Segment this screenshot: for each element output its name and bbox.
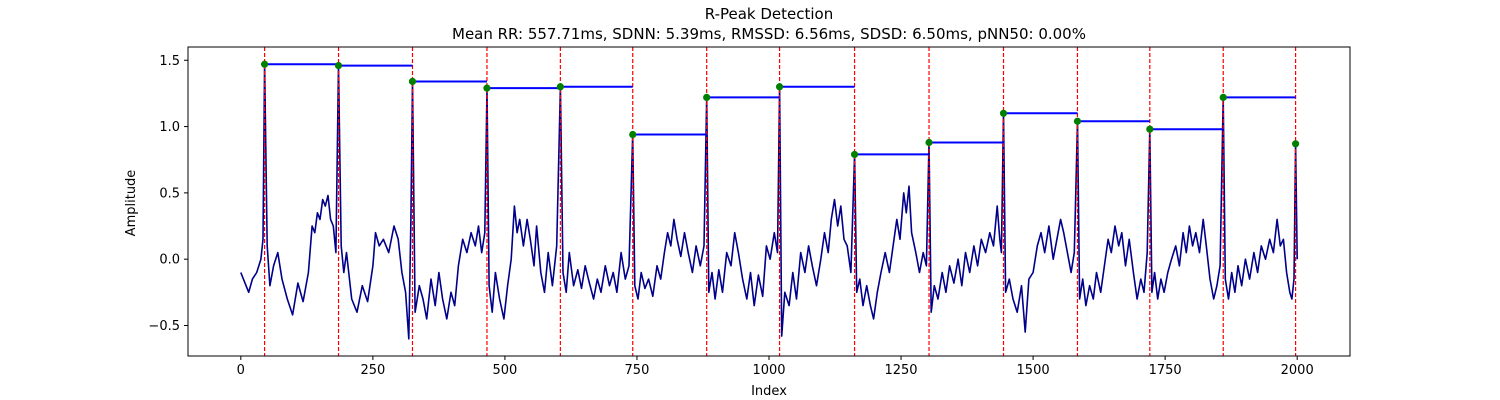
plot-frame — [187, 46, 1351, 357]
x-tick-label-1750: 1750 — [1149, 363, 1182, 378]
r-peak-marker-2 — [334, 61, 343, 70]
x-tick-label-250: 250 — [360, 363, 385, 378]
r-peak-marker-10 — [925, 138, 933, 147]
r-peak-marker-4 — [483, 84, 491, 92]
x-tick-label-1000: 1000 — [752, 363, 785, 378]
x-tick-label-1500: 1500 — [1017, 363, 1050, 378]
y-axis-label: Amplitude — [124, 170, 139, 237]
r-peak-marker-5 — [556, 83, 564, 91]
ecg-signal-line — [240, 63, 1298, 340]
y-tick-label-2: 0.5 — [159, 186, 180, 201]
r-peak-marker-9 — [850, 150, 859, 159]
r-peak-marker-14 — [1219, 93, 1227, 101]
r-peak-marker-1 — [260, 60, 269, 68]
x-tick-label-2000: 2000 — [1281, 363, 1314, 378]
x-tick-label-1250: 1250 — [884, 363, 917, 378]
r-peak-marker-3 — [408, 77, 417, 86]
r-peak-marker-12 — [1073, 117, 1082, 125]
chart-subtitle: Mean RR: 557.71ms, SDNN: 5.39ms, RMSSD: … — [452, 25, 1086, 43]
y-tick-label-1: 0.0 — [159, 253, 180, 268]
r-peak-marker-7 — [703, 93, 711, 101]
plot-area: 0 250 500 750 1000 1250 1500 1750 2000 −0.5 0.0 0.5… — [148, 46, 1351, 378]
x-tick-label-0: 0 — [237, 363, 245, 378]
r-peak-marker-11 — [999, 109, 1008, 117]
r-peak-marker-6 — [629, 130, 637, 139]
y-tick-label-4: 1.5 — [159, 54, 180, 69]
r-peak-marker-8 — [775, 83, 784, 91]
chart-title: R-Peak Detection — [705, 5, 833, 23]
x-tick-label-750: 750 — [625, 363, 650, 378]
r-peak-marker-15 — [1291, 140, 1300, 148]
r-peak-marker-13 — [1146, 125, 1154, 133]
x-tick-label-500: 500 — [492, 363, 517, 378]
y-tick-label-3: 1.0 — [159, 120, 180, 135]
x-axis-label: Index — [751, 384, 787, 399]
y-tick-label-0: −0.5 — [148, 319, 180, 334]
